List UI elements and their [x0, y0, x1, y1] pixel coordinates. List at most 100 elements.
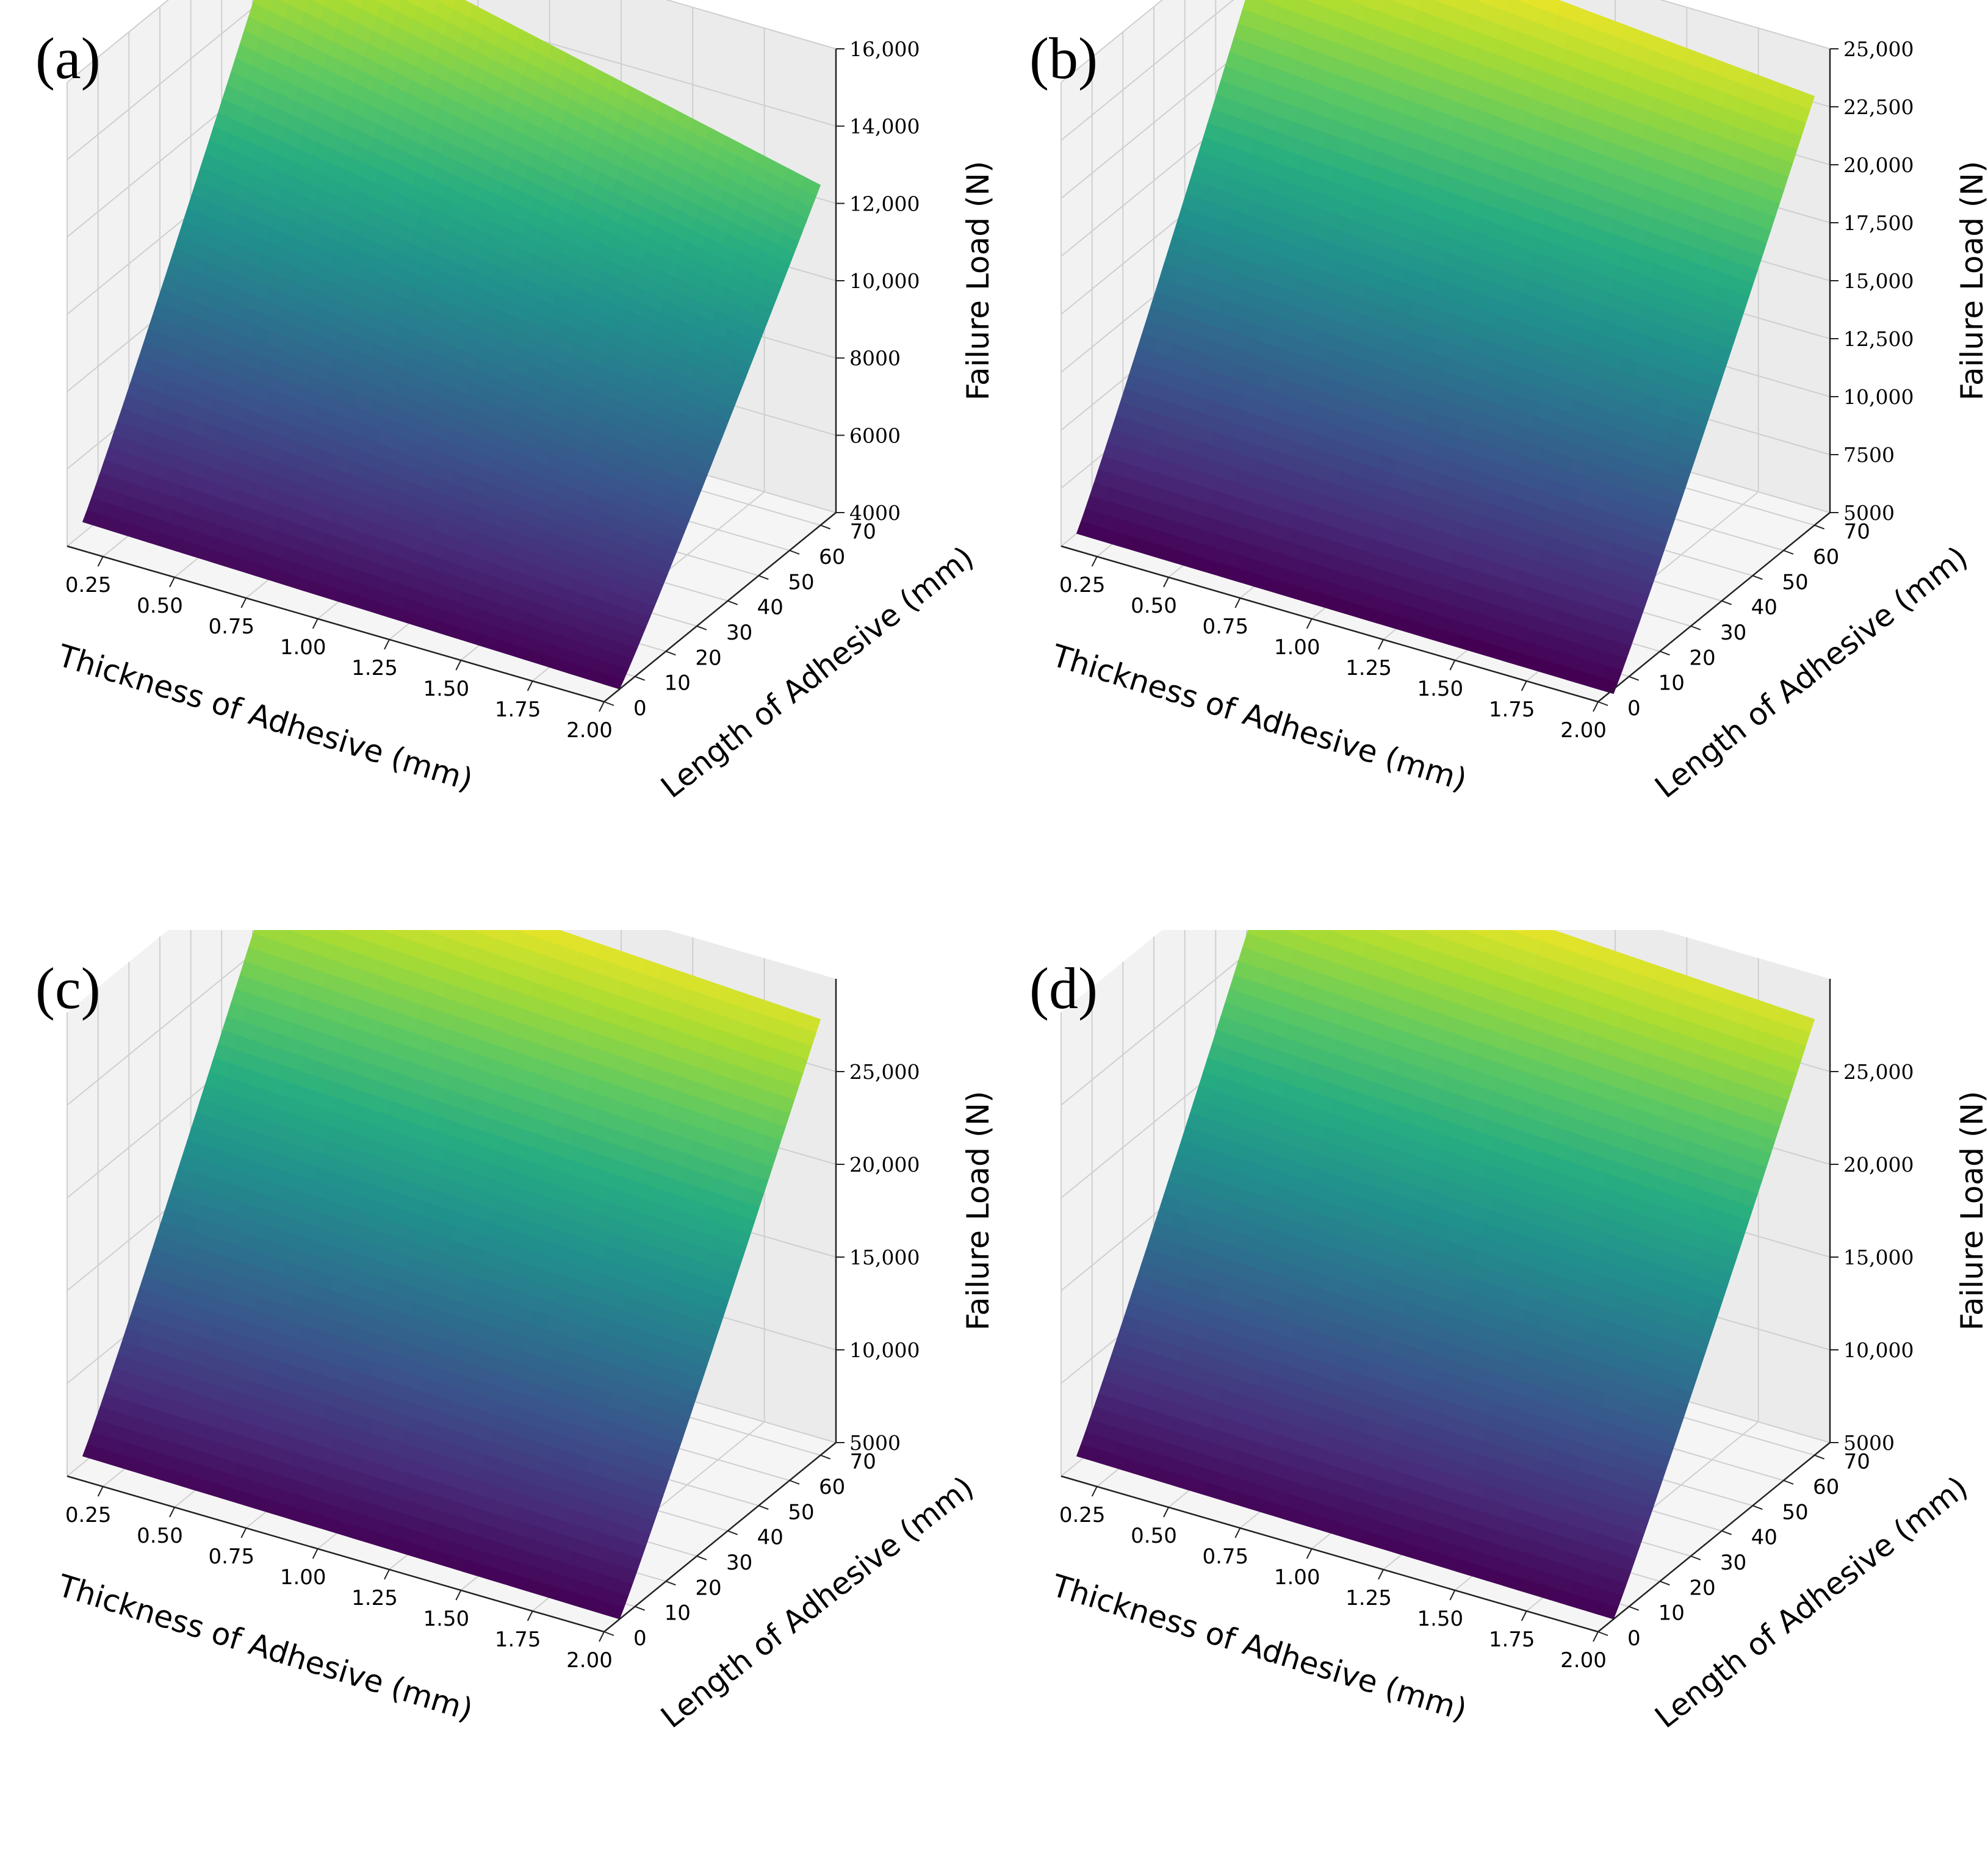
x-tick-label: 1.00 — [1274, 635, 1320, 660]
z-tick-label: 8000 — [849, 347, 901, 370]
x-tick-label: 2.00 — [566, 718, 613, 743]
y-tick-mark — [635, 1606, 646, 1611]
z-tick-label: 22,500 — [1843, 95, 1914, 119]
z-axis-title: Failure Load (N) — [960, 161, 994, 401]
y-tick-label: 0 — [633, 696, 647, 721]
x-tick-label: 1.75 — [495, 698, 541, 722]
y-tick-label: 40 — [1751, 596, 1777, 620]
y-tick-mark — [789, 550, 800, 555]
chart-d: 0.250.500.751.001.251.501.752.0001020304… — [1029, 930, 1988, 1735]
y-tick-mark — [696, 1555, 707, 1560]
y-axis-line — [603, 1442, 837, 1632]
y-tick-mark — [727, 600, 738, 605]
y-tick-label: 40 — [757, 1526, 783, 1550]
y-tick-label: 10 — [664, 1601, 691, 1626]
z-tick-label: 6000 — [849, 424, 901, 447]
y-tick-label: 70 — [850, 520, 876, 544]
y-tick-mark — [727, 1530, 738, 1535]
x-axis-line — [67, 1475, 605, 1633]
chart-a-svg: 0.250.500.751.001.251.501.752.0001020304… — [35, 0, 994, 805]
y-tick-label: 70 — [1844, 520, 1870, 544]
x-tick-label: 0.25 — [65, 1503, 112, 1527]
x-tick-mark — [599, 1631, 605, 1642]
x-tick-label: 1.75 — [495, 1628, 541, 1652]
y-axis-line — [603, 512, 837, 702]
x-tick-label: 0.25 — [65, 573, 112, 597]
y-tick-label: 50 — [1782, 570, 1808, 594]
y-tick-label: 10 — [1658, 671, 1685, 696]
x-tick-mark — [527, 1610, 533, 1621]
y-tick-mark — [1690, 625, 1701, 630]
panel-b: 0.25 0.50 0.75 1.00 1.25 1.50 1.75 2.00 0 10 20 30 4… — [994, 0, 1988, 930]
x-tick-mark — [455, 660, 462, 671]
y-tick-mark — [1752, 575, 1763, 580]
y-tick-label: 0 — [1627, 696, 1641, 721]
x-tick-label: 1.50 — [1417, 677, 1463, 701]
grid-z-6 — [67, 0, 837, 83]
x-tick-label: 1.75 — [1489, 698, 1535, 722]
y-tick-mark — [789, 1480, 800, 1485]
y-tick-label: 60 — [819, 1475, 845, 1499]
x-axis-title: Thickness of Adhesive (mm) — [1047, 638, 1471, 798]
x-tick-mark — [599, 701, 605, 712]
y-tick-label: 30 — [726, 621, 752, 645]
chart-c: 0.250.500.751.001.251.501.752.0001020304… — [35, 930, 994, 1735]
panel-label: (b) — [1029, 26, 1098, 91]
x-tick-label: 1.25 — [351, 1586, 398, 1610]
y-tick-label: 10 — [664, 671, 691, 696]
chart-b: 0.250.500.751.001.251.501.752.0001020304… — [1029, 0, 1988, 805]
x-tick-label: 0.75 — [208, 1545, 254, 1569]
z-tick-label: 10,000 — [849, 1338, 920, 1362]
x-axis-line — [67, 545, 605, 703]
surface-c — [82, 930, 821, 1620]
y-axis-line — [1597, 512, 1831, 702]
y-tick-mark — [665, 651, 676, 656]
z-tick-label: 25,000 — [849, 1060, 920, 1084]
y-tick-mark — [758, 575, 769, 580]
x-tick-label: 0.75 — [208, 615, 254, 639]
panel-c: 0.25 0.50 0.75 1.00 1.25 1.50 1.75 2.00 0 10 20 30 4… — [0, 930, 994, 1860]
z-tick-label: 15,000 — [849, 1245, 920, 1269]
z-tick-label: 7500 — [1843, 443, 1895, 467]
x-tick-mark — [1521, 680, 1527, 691]
y-tick-mark — [1721, 600, 1732, 605]
x-tick-mark — [384, 1569, 390, 1580]
x-tick-label: 0.50 — [137, 1524, 183, 1548]
chart-a: 0.250.500.751.001.251.501.752.0001020304… — [35, 0, 994, 805]
z-axis-title: Failure Load (N) — [960, 1091, 994, 1331]
z-tick-label: 5000 — [1843, 501, 1895, 525]
y-tick-mark — [758, 1505, 769, 1510]
x-tick-mark — [1378, 639, 1384, 650]
x-tick-label: 0.25 — [1059, 573, 1106, 597]
x-tick-mark — [527, 680, 533, 691]
x-tick-mark — [312, 1548, 319, 1559]
x-tick-mark — [97, 1486, 104, 1497]
panel-label: (c) — [35, 956, 101, 1021]
y-tick-label: 20 — [695, 1576, 721, 1600]
x-tick-mark — [240, 597, 247, 608]
z-tick-label: 10,000 — [849, 269, 920, 293]
z-tick-label: 5000 — [849, 1431, 901, 1455]
z-tick-label: 20,000 — [1843, 153, 1914, 177]
x-tick-label: 0.50 — [1131, 594, 1177, 618]
x-tick-mark — [455, 1590, 462, 1601]
chart-c-svg: 0.250.500.751.001.251.501.752.0001020304… — [35, 930, 994, 1735]
x-tick-label: 1.00 — [280, 1565, 326, 1590]
panel-a: 0.25 0.50 0.75 1.00 1.25 1.50 1.75 2.00 0 10 20 30 4… — [0, 0, 994, 930]
y-tick-mark — [665, 1581, 676, 1586]
y-tick-label: 50 — [788, 570, 814, 594]
y-tick-label: 20 — [1689, 646, 1715, 670]
z-tick-label: 10,000 — [1843, 385, 1914, 409]
z-tick-label: 20,000 — [849, 1153, 920, 1177]
y-tick-label: 70 — [850, 1450, 876, 1474]
y-tick-label: 50 — [788, 1500, 814, 1524]
surface-cell — [603, 1602, 624, 1620]
y-tick-mark — [1814, 524, 1825, 530]
x-tick-label: 2.00 — [1560, 718, 1607, 743]
y-tick-mark — [1783, 550, 1794, 555]
x-tick-label: 1.50 — [423, 1607, 469, 1631]
z-tick-label: 14,000 — [849, 115, 920, 139]
z-tick-label: 25,000 — [1843, 37, 1914, 61]
x-tick-label: 1.00 — [280, 635, 326, 660]
z-tick-label: 16,000 — [849, 37, 920, 61]
